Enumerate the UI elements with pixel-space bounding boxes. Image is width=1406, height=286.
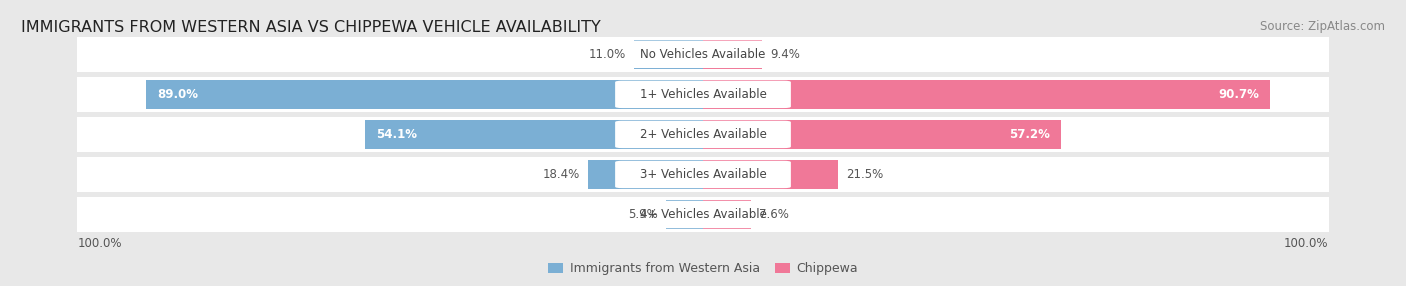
Text: 9.4%: 9.4% [770, 48, 800, 61]
Text: 54.1%: 54.1% [375, 128, 416, 141]
Text: 18.4%: 18.4% [543, 168, 579, 181]
Text: No Vehicles Available: No Vehicles Available [640, 48, 766, 61]
Text: IMMIGRANTS FROM WESTERN ASIA VS CHIPPEWA VEHICLE AVAILABILITY: IMMIGRANTS FROM WESTERN ASIA VS CHIPPEWA… [21, 20, 600, 35]
Text: 11.0%: 11.0% [589, 48, 626, 61]
Text: 89.0%: 89.0% [157, 88, 198, 101]
Text: 21.5%: 21.5% [846, 168, 883, 181]
Text: 90.7%: 90.7% [1219, 88, 1260, 101]
Text: 100.0%: 100.0% [1284, 237, 1329, 250]
Text: 3+ Vehicles Available: 3+ Vehicles Available [640, 168, 766, 181]
Text: 5.9%: 5.9% [628, 208, 658, 221]
Text: 1+ Vehicles Available: 1+ Vehicles Available [640, 88, 766, 101]
Text: 2+ Vehicles Available: 2+ Vehicles Available [640, 128, 766, 141]
Text: 100.0%: 100.0% [77, 237, 122, 250]
Text: 7.6%: 7.6% [759, 208, 789, 221]
Legend: Immigrants from Western Asia, Chippewa: Immigrants from Western Asia, Chippewa [543, 257, 863, 280]
Text: 4+ Vehicles Available: 4+ Vehicles Available [640, 208, 766, 221]
Text: Source: ZipAtlas.com: Source: ZipAtlas.com [1260, 20, 1385, 33]
Text: 57.2%: 57.2% [1008, 128, 1050, 141]
